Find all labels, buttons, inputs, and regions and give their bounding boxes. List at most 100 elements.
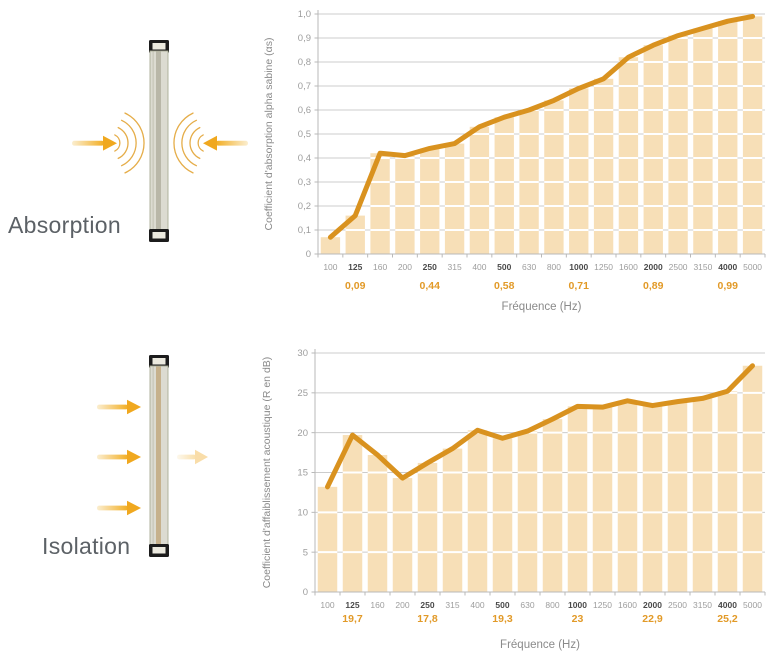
x-tick-label: 5000 xyxy=(743,600,762,610)
octave-value-label: 25,2 xyxy=(717,613,738,625)
isolation-section-label: Isolation xyxy=(42,533,131,559)
octave-value-label: 0,89 xyxy=(643,280,664,292)
x-tick-label: 4000 xyxy=(718,262,737,272)
y-tick-label: 20 xyxy=(297,428,308,439)
panel-core-stripe xyxy=(156,51,161,231)
bar xyxy=(367,454,388,592)
bar xyxy=(717,391,738,592)
x-tick-label: 1600 xyxy=(618,600,637,610)
x-tick-label: 4000 xyxy=(718,600,737,610)
bar xyxy=(442,448,463,592)
bar xyxy=(617,400,638,592)
octave-value-label: 0,99 xyxy=(718,280,739,292)
x-tick-label: 800 xyxy=(545,600,559,610)
x-tick-label: 100 xyxy=(320,600,334,610)
bar xyxy=(494,117,514,254)
data-line xyxy=(327,13,756,240)
y-tick-label: 15 xyxy=(297,468,308,479)
bar xyxy=(342,435,363,592)
bar xyxy=(718,21,738,255)
octave-value-label: 22,9 xyxy=(642,613,663,625)
y-tick-label: 0 xyxy=(306,249,311,260)
bar xyxy=(444,143,465,254)
bar xyxy=(370,153,390,254)
bar xyxy=(417,462,438,592)
bar xyxy=(593,78,614,254)
bar xyxy=(592,407,613,592)
y-tick-label: 0,8 xyxy=(298,57,311,68)
absorption-chart: 0 0,1 0,2 0,3 0,4 0,5 0,6 0,7 0,8 0,9 1,0 100 125 160… xyxy=(262,0,770,330)
isolation-drawing xyxy=(97,355,208,557)
octave-value-label: 0,58 xyxy=(494,280,515,292)
octave-value-label: 19,7 xyxy=(342,613,363,625)
x-tick-label: 250 xyxy=(420,600,434,610)
octave-value-label: 19,3 xyxy=(492,613,513,625)
y-tick-label: 0,3 xyxy=(298,177,311,188)
x-tick-label: 2000 xyxy=(644,262,663,272)
chart-svg: 0 0,1 0,2 0,3 0,4 0,5 0,6 0,7 0,8 0,9 1,0 100 125 160… xyxy=(263,9,766,313)
bar xyxy=(392,478,413,592)
x-tick-label: 1600 xyxy=(619,262,638,272)
octave-value-label: 0,71 xyxy=(569,280,590,292)
x-tick-label: 2000 xyxy=(643,600,662,610)
panel-bottom-cap-inner xyxy=(152,547,166,554)
bar xyxy=(692,398,713,592)
panel-core-stripe xyxy=(156,366,161,546)
y-tick-label: 10 xyxy=(297,508,308,519)
x-tick-label: 2500 xyxy=(669,262,688,272)
x-tick-label: 630 xyxy=(520,600,534,610)
chart-svg: 0 5 10 15 20 25 30 100 125 160 200 250 315 400 500 630 8… xyxy=(261,348,766,651)
x-tick-label: 100 xyxy=(323,262,337,272)
bar xyxy=(544,100,564,255)
x-tick-label: 3150 xyxy=(693,600,712,610)
y-tick-label: 0,4 xyxy=(298,153,311,164)
x-tick-label: 3150 xyxy=(693,262,712,272)
bar xyxy=(420,148,440,254)
x-axis-title: Fréquence (Hz) xyxy=(502,301,582,313)
x-tick-label: 200 xyxy=(395,600,409,610)
bar xyxy=(320,237,341,254)
sound-waves-right-icon xyxy=(173,112,204,174)
sound-arrow-left-icon xyxy=(72,135,117,151)
panel-inner-line xyxy=(152,366,154,546)
panel-bottom-cap-inner xyxy=(152,232,166,239)
x-tick-label: 315 xyxy=(447,262,461,272)
x-tick-label: 500 xyxy=(495,600,509,610)
incoming-arrow-top-icon xyxy=(97,399,141,415)
y-tick-label: 0,6 xyxy=(298,105,311,116)
bar xyxy=(642,405,663,592)
x-tick-label: 200 xyxy=(398,262,412,272)
x-tick-label: 1250 xyxy=(593,600,612,610)
panel-inner-line xyxy=(152,51,154,231)
octave-value-label: 23 xyxy=(572,613,584,625)
y-tick-label: 0,1 xyxy=(298,225,311,236)
sound-waves-left-icon xyxy=(114,112,145,174)
x-tick-label: 2500 xyxy=(668,600,687,610)
y-axis-title: Coefficient d'affaiblissement acoustique… xyxy=(262,357,273,589)
isolation-chart: 0 5 10 15 20 25 30 100 125 160 200 250 315 400 500 630 8… xyxy=(261,330,770,658)
x-tick-label: 160 xyxy=(373,262,387,272)
bar xyxy=(345,215,365,254)
bar xyxy=(542,419,563,592)
bar xyxy=(395,155,415,254)
x-tick-label: 800 xyxy=(547,262,561,272)
octave-value-label: 0,44 xyxy=(420,280,441,292)
panel-top-cap-inner xyxy=(152,43,166,50)
bar xyxy=(569,88,589,255)
bar xyxy=(467,430,488,592)
bar xyxy=(618,57,639,255)
y-tick-label: 0,5 xyxy=(298,129,311,140)
x-tick-label: 5000 xyxy=(743,262,762,272)
x-tick-label: 500 xyxy=(497,262,511,272)
x-tick-label: 250 xyxy=(423,262,437,272)
y-tick-label: 0,2 xyxy=(298,201,311,212)
absorption-illustration: Absorption xyxy=(0,0,262,330)
incoming-arrow-bottom-icon xyxy=(97,500,141,516)
x-tick-label: 1000 xyxy=(568,600,587,610)
y-axis-title: Coefficient d'absorption alpha sabine (α… xyxy=(263,38,275,231)
x-tick-label: 400 xyxy=(470,600,484,610)
x-tick-label: 315 xyxy=(445,600,459,610)
y-tick-label: 0 xyxy=(303,587,308,598)
sound-arrow-right-icon xyxy=(203,135,248,151)
